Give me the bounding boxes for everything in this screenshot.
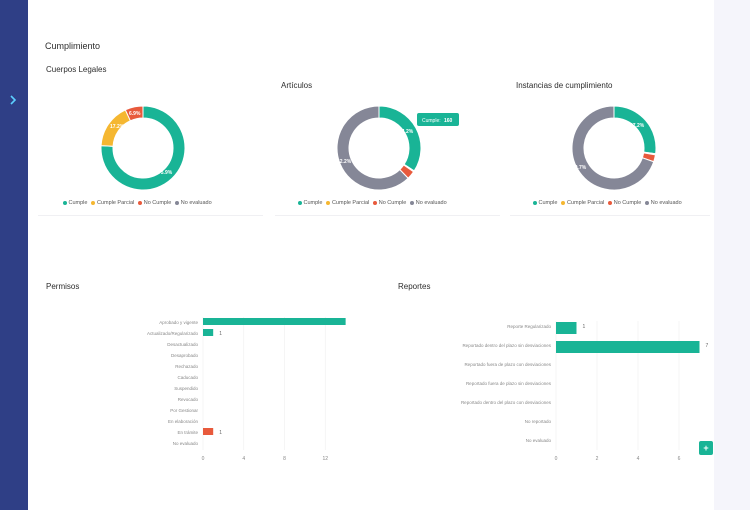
category-label: Desactualizado [167,342,198,347]
bar-chart-permisos: 0481216Aprobado y vigente14Actualizado/R… [147,317,346,462]
legend-item-nocumple[interactable]: No Cumple [373,200,406,206]
svg-text:160: 160 [444,118,453,124]
category-label: En trámite [177,430,198,435]
category-label: Revocado [178,397,199,402]
data-label: 1 [219,430,222,436]
category-label: En elaboración [168,419,199,424]
divider [510,215,710,216]
svg-text:Cumple:: Cumple: [422,118,441,124]
divider [38,215,263,216]
bar[interactable] [203,329,214,336]
x-tick-label: 0 [202,456,205,462]
x-tick-label: 6 [678,456,681,462]
legend-item-parcial[interactable]: Cumple Parcial [91,200,134,206]
legend-articulos: Cumple Cumple Parcial No Cumple No evalu… [298,200,447,206]
bar[interactable] [556,341,700,353]
legend-item-cumple[interactable]: Cumple [63,200,87,206]
category-label: Reportado dentro del plazo con desviacio… [461,400,552,405]
donut-slice-cumple[interactable] [100,105,186,191]
bar[interactable] [203,318,346,325]
category-label: Desaprobado [171,353,199,358]
donut-label-cumple: 34.2% [399,129,414,135]
category-label: Por Gestionar [170,408,198,413]
category-label: Reportado fuera de plazo sin desviacione… [466,381,552,386]
x-tick-label: 8 [283,456,286,462]
category-label: Actualizado/Regularizado [147,331,199,336]
legend-item-noevaluado[interactable]: No evaluado [175,200,212,206]
donut-slice-no-cumple[interactable] [124,105,144,122]
donut-label-cumple: 75.9% [158,170,173,176]
sidebar [0,0,28,510]
bar[interactable] [556,322,577,334]
legend-instancias: Cumple Cumple Parcial No Cumple No evalu… [533,200,682,206]
x-tick-label: 12 [322,456,328,462]
category-label: No reportado [525,419,552,424]
legend-item-noevaluado[interactable]: No evaluado [410,200,447,206]
divider [275,215,500,216]
main-content: Cumplimiento Cuerpos Legales Artículos I… [28,0,714,510]
category-label: Suspendido [174,386,198,391]
donut-label-noevaluado: 69.7% [572,165,587,171]
add-button[interactable]: + [699,441,713,455]
category-label: No evaluado [173,441,199,446]
category-label: No evaluado [526,438,552,443]
data-label: 1 [219,331,222,337]
x-tick-label: 2 [596,456,599,462]
chevron-right-icon[interactable] [9,95,19,107]
donut-label-noevaluado: 62.2% [337,159,352,165]
x-tick-label: 4 [242,456,245,462]
page-title: Cumplimiento [45,41,101,51]
legend-item-nocumple[interactable]: No Cumple [138,200,171,206]
donut-chart-articulos: 34.2% 62.2% Cumple: 160 [336,105,459,191]
donut-title-instancias: Instancias de cumplimiento [516,81,613,90]
legend-item-nocumple[interactable]: No Cumple [608,200,641,206]
bar[interactable] [203,428,214,435]
donut-label-parcial: 17.2% [110,124,125,130]
donut-slice-no-evaluado[interactable] [571,105,655,191]
x-tick-label: 4 [637,456,640,462]
legend-item-cumple[interactable]: Cumple [533,200,557,206]
data-label: 7 [706,343,709,349]
legend-cuerpos-legales: Cumple Cumple Parcial No Cumple No evalu… [63,200,212,206]
donut-chart-instancias: 27.2% 69.7% [571,105,657,191]
category-label: Reportado fuera de plazo con desviacione… [464,362,551,367]
legend-item-cumple[interactable]: Cumple [298,200,322,206]
donut-slice-no-evaluado[interactable] [336,105,409,191]
donut-chart-cuerpos-legales: 17.2% 6.9% 75.9% [100,105,186,191]
x-tick-label: 0 [555,456,558,462]
bar-chart-reportes: 0 2 4 6 Reporte Regularizado 1 Reportado dentr… [461,321,709,462]
donut-label-cumple: 27.2% [630,123,645,129]
category-label: Reportado dentro del plazo sin desviacio… [462,343,551,348]
category-label: Aprobado y vigente [159,320,198,325]
donut-slice-cumple[interactable] [613,105,657,155]
donut-slice-cumple[interactable] [378,105,422,172]
data-label: 1 [583,324,586,330]
legend-item-parcial[interactable]: Cumple Parcial [326,200,369,206]
donut-label-nocumple: 6.9% [129,111,141,117]
category-label: Caducado [177,375,198,380]
category-label: Reporte Regularizado [507,324,551,329]
chart-title-reportes: Reportes [398,282,431,291]
legend-item-parcial[interactable]: Cumple Parcial [561,200,604,206]
chart-title-permisos: Permisos [46,282,80,291]
category-label: Rechazado [175,364,198,369]
right-strip [714,0,750,510]
donut-title-cuerpos-legales: Cuerpos Legales [46,65,107,74]
tooltip: Cumple: 160 [417,113,459,126]
legend-item-noevaluado[interactable]: No evaluado [645,200,682,206]
donut-title-articulos: Artículos [281,81,313,90]
